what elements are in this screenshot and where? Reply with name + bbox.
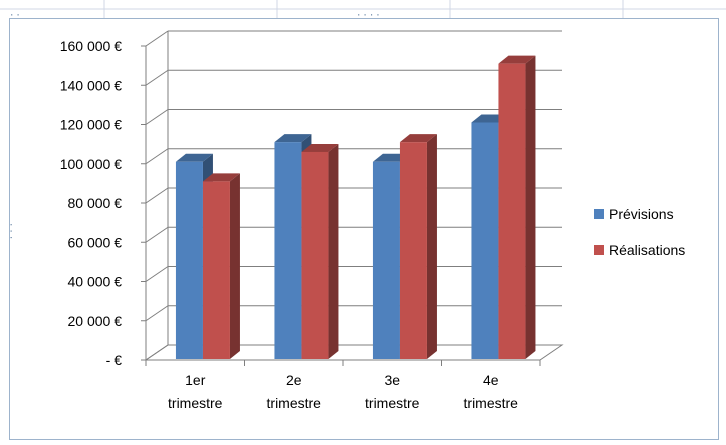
bar-realisations [301,151,329,359]
bar-top [301,143,339,152]
x-tick-label: trimestre [464,395,519,411]
y-tick-label: 60 000 € [68,234,123,250]
x-tick-label: trimestre [168,395,223,411]
y-tick-label: 140 000 € [60,77,122,93]
gridline-side [145,226,169,243]
chart-svg: - € 20 000 € 40 000 € 60 000 € 80 000 € 100 0… [60,30,685,411]
gridline-side [145,69,169,86]
x-tick-label: 1er [185,372,206,388]
gridline-side [145,187,169,204]
bar-realisations [399,142,427,359]
bar-top [498,55,536,64]
bar-previsions [471,122,499,359]
bar-previsions [175,161,203,359]
bar-top [202,173,240,182]
x-tick-label: 4e [483,372,499,388]
x-tick-label: 2e [286,372,302,388]
y-tick-label: 40 000 € [68,274,123,290]
y-tick-label: 100 000 € [60,156,122,172]
gridline-side [145,109,169,125]
bar-previsions [274,142,302,359]
legend-label: Réalisations [609,242,685,258]
x-tick-label: 3e [384,372,400,388]
resize-handle-left[interactable]: ··· [5,222,15,242]
x-tick-label: trimestre [365,395,420,411]
bar-side [229,173,240,359]
y-tick-label: 80 000 € [68,195,123,211]
bar-side [426,134,437,359]
gridline-side [145,148,169,165]
bar-realisations [202,181,230,359]
legend-swatch [594,245,604,255]
legend-label: Prévisions [609,206,674,222]
bar-side [525,55,536,359]
gridline-side [145,30,169,47]
gridline-side [145,344,169,361]
y-tick-label: 20 000 € [68,313,123,329]
resize-handle-top-left[interactable]: ·· [9,11,22,21]
gridline-side [145,266,169,282]
legend-swatch [594,209,604,219]
bar-top [175,153,213,162]
bar-side [328,143,339,359]
y-tick-label: 120 000 € [60,117,122,133]
y-tick-label: 160 000 € [60,38,122,54]
x-tick-label: trimestre [267,395,322,411]
gridline-side [145,305,169,322]
y-tick-label: - € [106,352,123,368]
resize-handle-top[interactable]: ···· [356,11,382,21]
bar-previsions [372,161,400,359]
chart-area[interactable]: - € 20 000 € 40 000 € 60 000 € 80 000 € 100 0… [9,18,719,440]
bar-top [399,134,437,143]
bar-realisations [498,63,526,359]
bar-top [274,134,312,143]
